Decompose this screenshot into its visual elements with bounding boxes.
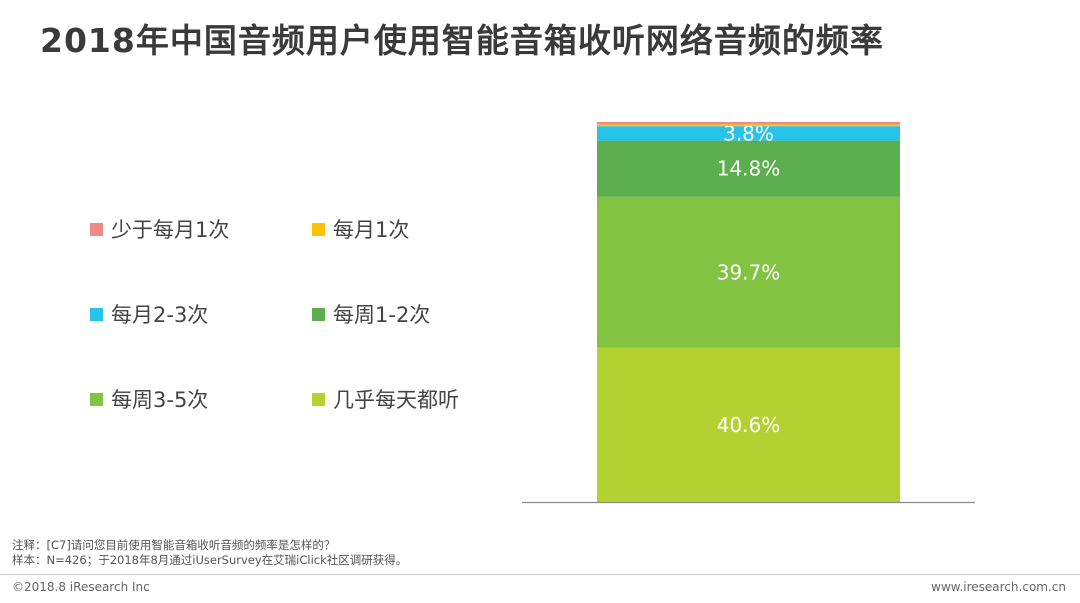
legend-label: 每月1次	[333, 218, 410, 242]
note-question: 注释：[C7]请问您目前使用智能音箱收听音频的频率是怎样的？	[12, 538, 336, 552]
legend-label: 几乎每天都听	[333, 388, 459, 412]
legend-item: 每周3-5次	[90, 384, 208, 414]
legend-item: 每月2-3次	[90, 299, 208, 329]
bar-segment	[597, 126, 900, 141]
bar-segment	[597, 124, 900, 127]
legend-label: 每周1-2次	[333, 303, 431, 327]
chart-notes: 注释：[C7]请问您目前使用智能音箱收听音频的频率是怎样的？ 样本：N=426；…	[12, 538, 407, 568]
legend-swatch	[312, 307, 325, 321]
chart-title: 2018年中国音频用户使用智能音箱收听网络音频的频率	[40, 21, 884, 60]
website-text: www.iresearch.com.cn	[931, 580, 1066, 594]
legend-swatch	[312, 392, 325, 406]
bar-segment	[597, 140, 900, 197]
legend-swatch	[90, 222, 103, 236]
bar-segment	[597, 196, 900, 348]
data-label: 39.7%	[717, 260, 781, 284]
bar-segment	[597, 347, 900, 502]
bar-segment	[597, 122, 900, 125]
legend-swatch	[90, 307, 103, 321]
legend-item: 少于每月1次	[90, 214, 229, 244]
legend-item: 每周1-2次	[312, 299, 430, 329]
note-sample: 样本：N=426；于2018年8月通过iUserSurvey在艾瑞iClick社…	[12, 553, 408, 567]
legend-item: 几乎每天都听	[312, 384, 459, 414]
legend-label: 每月2-3次	[111, 303, 209, 327]
data-label: 40.6%	[717, 413, 781, 437]
legend-label: 少于每月1次	[111, 218, 230, 242]
legend-label: 每周3-5次	[111, 388, 209, 412]
legend-item: 每月1次	[312, 214, 409, 244]
copyright-text: ©2018.8 iResearch Inc	[12, 580, 150, 594]
legend-swatch	[90, 392, 103, 406]
data-label: 14.8%	[717, 157, 781, 181]
footer-divider	[0, 574, 1080, 575]
legend-swatch	[312, 222, 325, 236]
